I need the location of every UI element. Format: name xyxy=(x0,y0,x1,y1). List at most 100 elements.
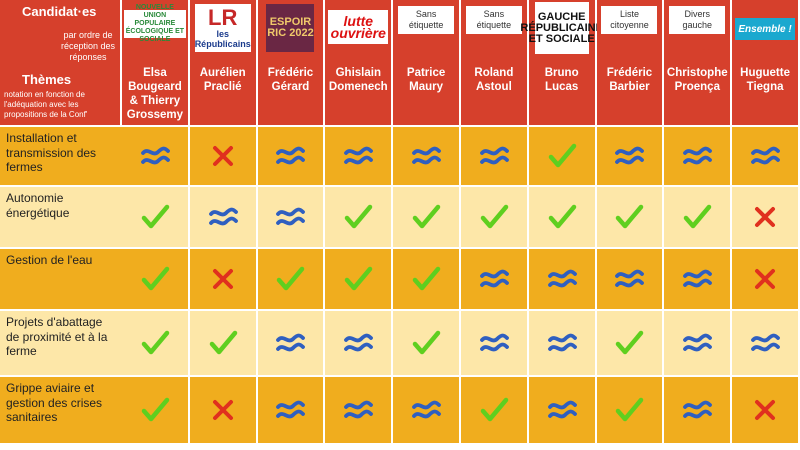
rating-cell xyxy=(732,187,800,247)
cross-icon xyxy=(755,269,776,289)
rating-cell xyxy=(596,249,665,309)
party-logo: GAUCHE RÉPUBLICAINE ET SOCIALE xyxy=(520,2,603,54)
party-logo: Sans étiquette xyxy=(398,6,455,34)
check-icon xyxy=(616,397,644,422)
candidate-header: Sans étiquette Roland Astoul xyxy=(460,0,529,125)
candidate-header: lutte ouvrière Ghislain Domenech xyxy=(325,0,394,125)
rating-cell xyxy=(664,249,733,309)
rating-cell xyxy=(257,377,326,443)
check-icon xyxy=(412,204,441,229)
check-icon xyxy=(412,330,441,355)
candidate-header: Divers gauche Christophe Proença xyxy=(664,0,733,125)
check-icon xyxy=(345,266,373,291)
rating-cell xyxy=(664,377,733,443)
check-icon xyxy=(616,330,644,355)
rating-cell xyxy=(528,311,597,375)
approx-icon xyxy=(615,146,645,165)
rating-cell xyxy=(732,377,800,443)
approx-icon xyxy=(276,207,306,226)
candidate-header: GAUCHE RÉPUBLICAINE ET SOCIALE Bruno Luca… xyxy=(520,0,603,125)
approx-icon xyxy=(140,146,170,165)
rating-cell xyxy=(189,377,258,443)
check-icon xyxy=(412,266,441,291)
approx-icon xyxy=(276,146,306,165)
approx-icon xyxy=(683,400,713,419)
candidats-title: Candidat·es xyxy=(22,4,97,19)
approx-icon xyxy=(479,333,509,352)
rating-cell xyxy=(732,311,800,375)
header-corner: Candidat·es par ordre de réception des r… xyxy=(0,0,122,125)
candidate-name: Elsa Bougeard & Thierry Grossemy xyxy=(126,67,184,121)
candidate-name: Huguette Tiegna xyxy=(740,67,790,93)
check-icon xyxy=(548,204,576,229)
rating-cell xyxy=(664,187,733,247)
rating-cell xyxy=(122,377,190,443)
candidate-header: LR les Républicains Aurélien Praclié xyxy=(189,0,258,125)
rating-cell xyxy=(460,127,529,185)
approx-icon xyxy=(683,269,713,288)
candidate-header: ESPOIR RIC 2022 Frédéric Gérard xyxy=(257,0,326,125)
approx-icon xyxy=(683,146,713,165)
rating-cell xyxy=(257,311,326,375)
cross-icon xyxy=(755,400,776,420)
rating-cell xyxy=(122,311,190,375)
check-icon xyxy=(480,397,509,422)
approx-icon xyxy=(344,400,374,419)
theme-label: Autonomie énergétique xyxy=(0,187,122,247)
rating-cell xyxy=(325,127,394,185)
rating-cell xyxy=(257,249,326,309)
rating-cell xyxy=(189,127,258,185)
rating-cell xyxy=(189,187,258,247)
approx-icon xyxy=(683,333,713,352)
rating-cell xyxy=(393,377,461,443)
rating-cell xyxy=(460,249,529,309)
check-icon xyxy=(548,143,576,168)
rating-cell xyxy=(257,187,326,247)
rating-cell xyxy=(189,249,258,309)
party-logo: lutte ouvrière xyxy=(328,10,389,44)
rating-cell xyxy=(122,249,190,309)
approx-icon xyxy=(547,333,577,352)
check-icon xyxy=(141,330,170,355)
approx-icon xyxy=(344,333,374,352)
rating-cell xyxy=(325,311,394,375)
themes-subtitle: notation en fonction de l'adéquation ave… xyxy=(4,90,88,119)
approx-icon xyxy=(208,207,238,226)
approx-icon xyxy=(479,269,509,288)
candidate-header: Sans étiquette Patrice Maury xyxy=(393,0,461,125)
approx-icon xyxy=(547,269,577,288)
theme-label: Projets d'abattage de proximité et à la … xyxy=(0,311,122,375)
rating-cell xyxy=(189,311,258,375)
party-logo: NOUVELLE UNION POPULAIRE ÉCOLOGIQUE ET S… xyxy=(123,4,186,43)
candidate-header: Ensemble ! Huguette Tiegna xyxy=(732,0,800,125)
cross-icon xyxy=(212,269,233,289)
approx-icon xyxy=(412,400,441,419)
approx-icon xyxy=(276,400,306,419)
theme-label: Grippe aviaire et gestion des crises san… xyxy=(0,377,122,443)
candidate-name: Ghislain Domenech xyxy=(328,67,388,93)
rating-cell xyxy=(325,187,394,247)
rating-cell xyxy=(393,187,461,247)
rating-cell xyxy=(393,249,461,309)
rating-cell xyxy=(664,127,733,185)
approx-icon xyxy=(751,146,780,165)
check-icon xyxy=(209,330,237,355)
rating-cell xyxy=(460,311,529,375)
party-logo: Liste citoyenne xyxy=(601,6,658,34)
rating-cell xyxy=(460,377,529,443)
rating-cell xyxy=(596,127,665,185)
rating-cell xyxy=(596,311,665,375)
rating-cell xyxy=(528,187,597,247)
approx-icon xyxy=(479,146,509,165)
check-icon xyxy=(480,204,509,229)
rating-cell xyxy=(325,249,394,309)
cross-icon xyxy=(212,146,233,166)
party-logo: LR les Républicains xyxy=(194,4,251,52)
theme-label: Installation et transmission des fermes xyxy=(0,127,122,185)
rating-cell xyxy=(122,187,190,247)
candidate-header: NOUVELLE UNION POPULAIRE ÉCOLOGIQUE ET S… xyxy=(122,0,190,125)
candidate-name: Christophe Proença xyxy=(666,67,728,93)
candidate-header: Liste citoyenne Frédéric Barbier xyxy=(596,0,665,125)
lr-mark: LR xyxy=(208,5,238,30)
